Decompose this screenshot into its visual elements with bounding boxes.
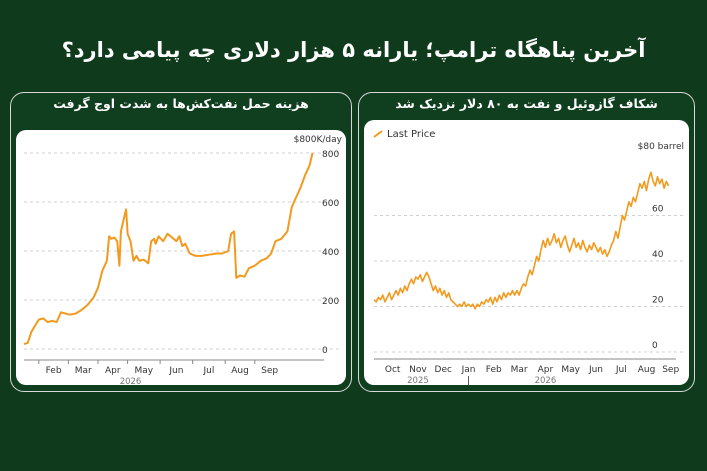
x-tick-label: Jul — [615, 365, 627, 375]
x-tick-label: Jan — [461, 365, 476, 375]
x-tick-label: May — [561, 365, 580, 375]
x-tick-label: Mar — [511, 365, 528, 375]
right-chart-card: 0 20 40 60 $80 barrel Last Price Oct Nov Dec Jan F… — [364, 120, 689, 386]
left-line-chart: 0 200 400 600 800 $800K/day Feb Mar Apr May Jun Jul… — [23, 135, 343, 387]
legend-swatch — [373, 130, 383, 138]
y-tick-label: 400 — [322, 248, 339, 258]
x-tick-label: Oct — [385, 365, 401, 375]
left-panel-title: هزینه حمل نفت‌کش‌ها به شدت اوج گرفت — [53, 96, 309, 111]
x-tick-label: Jun — [168, 366, 183, 376]
y-tick-label: 20 — [652, 296, 664, 306]
series-line — [373, 171, 670, 310]
x-tick-label: Apr — [105, 366, 121, 376]
y-tick-label: 600 — [322, 199, 339, 209]
year-label: 2026 — [535, 376, 557, 385]
unit-label: $80 barrel — [638, 142, 684, 152]
x-tick-label: Mar — [75, 366, 92, 376]
x-tick-label: Sep — [261, 366, 278, 376]
x-tick-label: Nov — [409, 365, 427, 375]
right-panel-title: شکاف گازوئیل و نفت به ۸۰ دلار نزدیک شد — [395, 96, 658, 111]
y-tick-label: 0 — [322, 346, 328, 356]
x-tick-label: Jul — [203, 366, 215, 376]
headline: آخرین پناهگاه ترامپ؛ یارانه ۵ هزار دلاری… — [61, 38, 646, 62]
x-tick-label: Dec — [435, 365, 452, 375]
y-tick-label: 800 — [322, 150, 339, 160]
x-tick-label: Feb — [46, 366, 62, 376]
unit-label: $800K/day — [294, 135, 343, 145]
year-label: 2026 — [120, 377, 142, 385]
y-tick-label: 60 — [652, 205, 664, 215]
y-tick-label: 0 — [652, 341, 658, 351]
left-chart-card: 0 200 400 600 800 $800K/day Feb Mar Apr May Jun Jul… — [16, 130, 346, 387]
x-tick-label: Aug — [638, 365, 656, 375]
x-tick-label: Sep — [662, 365, 679, 375]
x-tick-label: Apr — [538, 365, 554, 375]
y-tick-label: 40 — [652, 250, 664, 260]
y-tick-label: 200 — [322, 297, 339, 307]
right-line-chart: 0 20 40 60 $80 barrel Last Price Oct Nov Dec Jan F… — [373, 129, 685, 386]
x-tick-label: Feb — [486, 365, 502, 375]
series-line — [23, 152, 314, 346]
x-tick-label: May — [135, 366, 154, 376]
left-panel: هزینه حمل نفت‌کش‌ها به شدت اوج گرفت 0 200… — [10, 92, 352, 392]
year-label: 2025 — [407, 376, 429, 385]
x-tick-label: Jun — [588, 365, 603, 375]
legend-label: Last Price — [387, 129, 435, 140]
x-tick-label: Aug — [231, 366, 249, 376]
right-panel: شکاف گازوئیل و نفت به ۸۰ دلار نزدیک شد 0… — [358, 92, 695, 392]
